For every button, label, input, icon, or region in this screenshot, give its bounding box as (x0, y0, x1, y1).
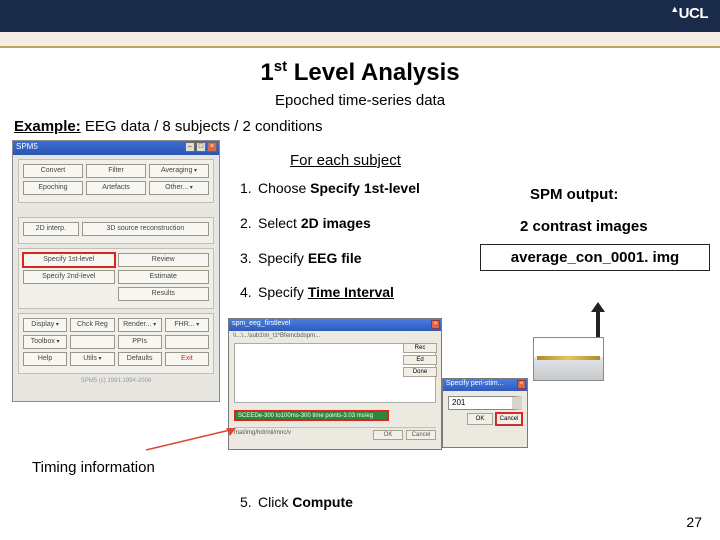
spm-window: SPM5 – □ × Convert Filter Averaging Epoc… (12, 140, 220, 402)
spm-panel-bottom: Display Chck Reg Render... FHR... Toolbo… (18, 313, 214, 374)
timing-arrow-icon (144, 426, 236, 452)
dialog-titlebar: spm_eeg_firstlevel × (229, 319, 441, 331)
filter-button[interactable]: Filter (86, 164, 146, 178)
blank2-button[interactable] (70, 335, 114, 349)
spm-window-title: SPM5 (16, 142, 38, 151)
utils-button[interactable]: Utils (70, 352, 114, 366)
review-button[interactable]: Review (118, 253, 210, 267)
close-icon[interactable]: × (207, 142, 217, 152)
output-image-thumbnail (533, 337, 604, 381)
file-dialog: spm_eeg_firstlevel × \\...\...\sub1\m_t1… (228, 318, 442, 450)
spm-panel-interp: 2D interp. 3D source reconstruction (18, 217, 214, 244)
peristim-titlebar: Specify peri-stim... × (443, 379, 527, 391)
artefacts-button[interactable]: Artefacts (86, 181, 146, 195)
peristim-dialog: Specify peri-stim... × 201 OK Cancel (442, 378, 528, 448)
timing-information-label: Timing information (32, 459, 155, 476)
example-line: Example: EEG data / 8 subjects / 2 condi… (14, 118, 323, 135)
dialog-title: spm_eeg_firstlevel (232, 320, 290, 327)
spm-titlebar: SPM5 – □ × (13, 141, 219, 155)
dialog-rec-button[interactable]: Rec (403, 343, 437, 353)
output-filename-box: average_con_0001. img (480, 244, 710, 271)
spm-panel-model: Specify 1st-level Review Specify 2nd-lev… (18, 248, 214, 309)
close-icon[interactable]: × (431, 320, 440, 329)
section-label-1 (19, 207, 213, 213)
estimate-button[interactable]: Estimate (118, 270, 210, 284)
maximize-icon[interactable]: □ (196, 142, 206, 152)
example-text: EEG data / 8 subjects / 2 conditions (81, 118, 323, 135)
peristim-button-row: OK Cancel (448, 413, 522, 425)
header-pale-stripe (0, 32, 720, 46)
fhr-button[interactable]: FHR... (165, 318, 209, 332)
peristim-cancel-button[interactable]: Cancel (496, 413, 522, 425)
defaults-button[interactable]: Defaults (118, 352, 162, 366)
window-buttons: – □ × (185, 142, 217, 152)
minimize-icon[interactable]: – (185, 142, 195, 152)
header-dark-bar (0, 0, 720, 32)
page-title: 1st Level Analysis (0, 58, 720, 87)
convert-button[interactable]: Convert (23, 164, 83, 178)
dialog-filter-label: mat/img/hdr/nii/mnc/v (234, 430, 291, 440)
ucl-logo: ▲UCL (670, 4, 708, 22)
step-2: 2.Select 2D images (240, 215, 420, 232)
close-icon[interactable]: × (517, 380, 526, 389)
image-stripe (537, 356, 600, 360)
step-1: 1.Choose Specify 1st-level (240, 180, 420, 197)
specify-2nd-level-button[interactable]: Specify 2nd-level (23, 270, 115, 284)
results-button[interactable]: Results (118, 287, 210, 301)
dialog-ok-button[interactable]: OK (373, 430, 403, 440)
peristim-input[interactable]: 201 (448, 396, 522, 410)
dialog-done-button[interactable]: Done (403, 367, 437, 377)
epoching-button[interactable]: Epoching (23, 181, 83, 195)
exit-button[interactable]: Exit (165, 352, 209, 366)
render-button[interactable]: Render... (118, 318, 162, 332)
source3d-button[interactable]: 3D source reconstruction (82, 222, 209, 236)
help-button[interactable]: Help (23, 352, 67, 366)
step-3: 3.Specify EEG file (240, 250, 420, 267)
ppis-button[interactable]: PPIs (118, 335, 162, 349)
dialog-selected-file[interactable]: SCEEDe-300 to100ms-300 time points-3.03 … (234, 410, 389, 421)
page-subtitle: Epoched time-series data (0, 92, 720, 109)
header-gold-line (0, 46, 720, 48)
example-label: Example: (14, 118, 81, 135)
peristim-ok-button[interactable]: OK (467, 413, 493, 425)
dialog-cancel-button[interactable]: Cancel (406, 430, 436, 440)
spm-version: SPM5 (c) 1991,1994-2006 (13, 378, 219, 384)
step-5: 5.Click Compute (240, 494, 353, 510)
dialog-side-buttons: Rec Ed Done (403, 343, 437, 379)
steps-list: 1.Choose Specify 1st-level 2.Select 2D i… (240, 180, 420, 319)
blank3-button[interactable] (165, 335, 209, 349)
averaging-button[interactable]: Averaging (149, 164, 209, 178)
chckreg-button[interactable]: Chck Reg (70, 318, 114, 332)
step-4: 4.Specify Time Interval (240, 284, 420, 301)
dialog-path: \\...\...\sub1\m_t1*Bfemcbdspm... (229, 331, 441, 341)
ucl-logo-text: UCL (679, 5, 708, 22)
dialog-footer: mat/img/hdr/nii/mnc/v OK Cancel (234, 427, 436, 445)
other-button[interactable]: Other... (149, 181, 209, 195)
peristim-title: Specify peri-stim... (446, 380, 504, 387)
spm-panel-convert: Convert Filter Averaging Epoching Artefa… (18, 159, 214, 203)
specify-1st-level-button[interactable]: Specify 1st-level (23, 253, 115, 267)
dialog-ed-button[interactable]: Ed (403, 355, 437, 365)
contrast-images-line: 2 contrast images (520, 218, 648, 235)
for-each-heading: For each subject (290, 152, 401, 169)
spm-output-heading: SPM output: (530, 186, 618, 203)
interp2d-button[interactable]: 2D interp. (23, 222, 79, 236)
display-button[interactable]: Display (23, 318, 67, 332)
toolbox-button[interactable]: Toolbox (23, 335, 67, 349)
slide-number: 27 (686, 514, 702, 530)
